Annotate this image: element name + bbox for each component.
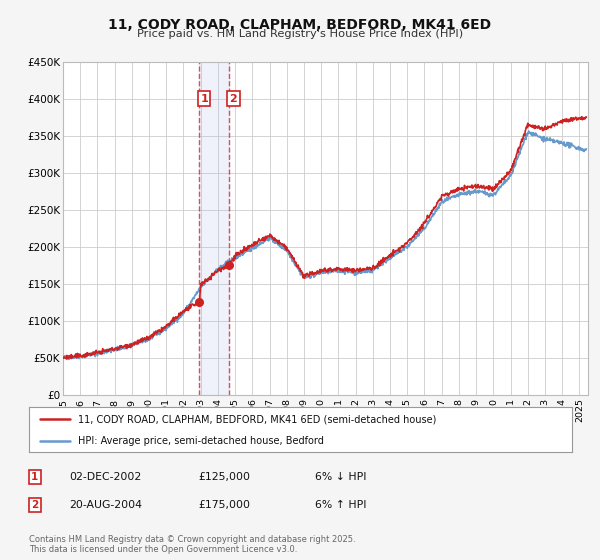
Text: £125,000: £125,000: [198, 472, 250, 482]
Text: 11, CODY ROAD, CLAPHAM, BEDFORD, MK41 6ED: 11, CODY ROAD, CLAPHAM, BEDFORD, MK41 6E…: [109, 18, 491, 32]
Text: 02-DEC-2002: 02-DEC-2002: [69, 472, 141, 482]
Text: 6% ↓ HPI: 6% ↓ HPI: [315, 472, 367, 482]
Text: 2: 2: [31, 500, 38, 510]
Text: 1: 1: [200, 94, 208, 104]
Text: Price paid vs. HM Land Registry's House Price Index (HPI): Price paid vs. HM Land Registry's House …: [137, 29, 463, 39]
Text: HPI: Average price, semi-detached house, Bedford: HPI: Average price, semi-detached house,…: [77, 436, 323, 446]
Text: 2: 2: [230, 94, 238, 104]
Text: 20-AUG-2004: 20-AUG-2004: [69, 500, 142, 510]
Text: 1: 1: [31, 472, 38, 482]
Bar: [199, 62, 229, 395]
Text: £175,000: £175,000: [198, 500, 250, 510]
Text: 6% ↑ HPI: 6% ↑ HPI: [315, 500, 367, 510]
Text: This data is licensed under the Open Government Licence v3.0.: This data is licensed under the Open Gov…: [29, 545, 297, 554]
Text: Contains HM Land Registry data © Crown copyright and database right 2025.: Contains HM Land Registry data © Crown c…: [29, 535, 355, 544]
Text: 11, CODY ROAD, CLAPHAM, BEDFORD, MK41 6ED (semi-detached house): 11, CODY ROAD, CLAPHAM, BEDFORD, MK41 6E…: [77, 414, 436, 424]
